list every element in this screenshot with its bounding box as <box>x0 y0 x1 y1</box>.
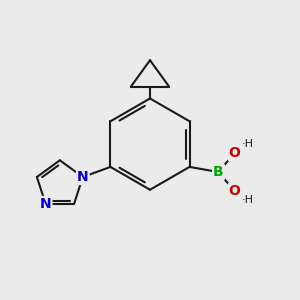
Text: N: N <box>77 170 88 184</box>
Text: B: B <box>213 165 224 179</box>
Text: ·H: ·H <box>242 139 254 149</box>
Text: ·H: ·H <box>242 195 254 205</box>
Text: N: N <box>40 197 52 211</box>
Text: O: O <box>229 184 241 198</box>
Text: O: O <box>229 146 241 160</box>
